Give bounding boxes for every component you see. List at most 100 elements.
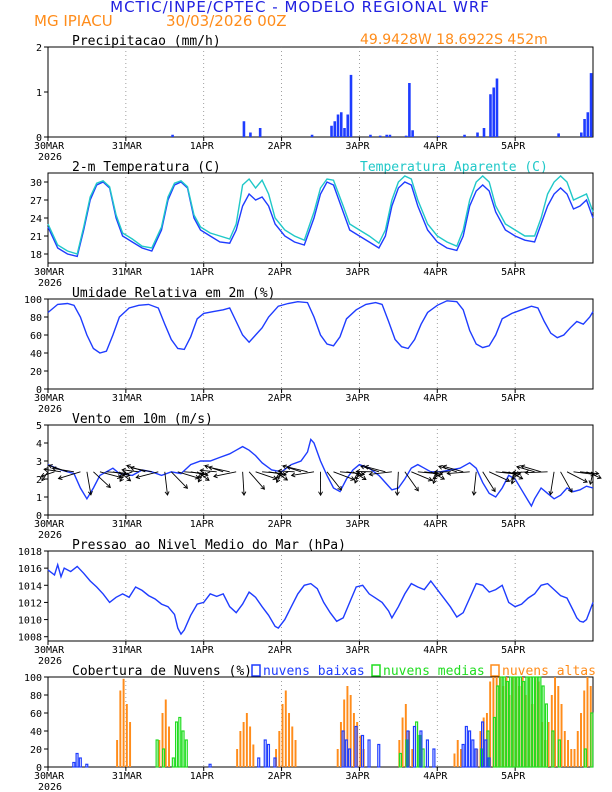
cloud-title: Cobertura de Nuvens (%) xyxy=(72,664,252,679)
cloud-bar-nuvens-altas xyxy=(563,731,566,767)
cloud-bar-nuvens-baixas xyxy=(273,757,277,768)
cloud-bar-nuvens-altas xyxy=(242,722,245,767)
cloud-bar-nuvens-medias xyxy=(515,676,519,768)
rh-frame xyxy=(47,298,594,390)
rh-xtick-label: 2APR xyxy=(268,393,293,404)
wind-arrow-head xyxy=(438,471,444,477)
cloud-bar-nuvens-altas xyxy=(453,753,456,767)
cloud-bar-nuvens-medias xyxy=(583,748,587,768)
pres-ytick-label: 1008 xyxy=(18,633,42,644)
wind-arrow xyxy=(276,471,282,483)
cloud-bar-nuvens-medias xyxy=(525,676,529,768)
wind-arrow xyxy=(99,471,122,478)
rh-title: Umidade Relativa em 2m (%) xyxy=(72,286,276,301)
cloud-bar-nuvens-altas xyxy=(346,686,349,767)
cloud-bar-nuvens-medias xyxy=(155,739,159,768)
wind-arrow xyxy=(177,471,199,479)
cloud-ytick-label: 100 xyxy=(24,673,42,684)
precip-ytick-label: 1 xyxy=(36,88,42,99)
wind-arrow-head xyxy=(213,473,218,479)
wind-frame xyxy=(47,424,594,516)
wind-arrow-head xyxy=(432,479,437,485)
wind-arrow-head xyxy=(524,470,529,475)
wind-arrow-head xyxy=(199,468,204,474)
wind-arrow xyxy=(44,468,62,473)
rh-xtick-label: 30MAR xyxy=(34,393,65,404)
temp-ytick-label: 21 xyxy=(30,232,42,243)
wind-year-label: 2026 xyxy=(38,530,62,541)
cloud-bar-nuvens-altas xyxy=(456,740,459,767)
cloud-bar-nuvens-altas xyxy=(294,740,297,767)
pres-xtick-label: 4APR xyxy=(423,645,448,656)
cloud-bar-nuvens-baixas xyxy=(484,739,488,768)
wind-arrow xyxy=(52,467,75,473)
precip-bar-precipitacao xyxy=(580,132,583,137)
cloud-ytick-label: 60 xyxy=(30,709,42,720)
cloud-bar-nuvens-baixas xyxy=(480,721,485,768)
wind-arrow xyxy=(58,471,81,480)
wind-arrow-head xyxy=(360,471,366,477)
wind-arrow xyxy=(549,471,555,495)
wind-arrow-head xyxy=(194,474,200,480)
header-title: MCTIC/INPE/CPTEC - MODELO REGIONAL WRF xyxy=(110,0,490,16)
precip-title: Precipitacao (mm/h) xyxy=(72,34,221,49)
wind-arrow-head xyxy=(594,470,600,476)
precip-bar-precipitacao xyxy=(404,135,408,137)
wind-arrow xyxy=(276,471,289,479)
pres-xtick-label: 2APR xyxy=(268,645,293,656)
wind-arrow-head xyxy=(43,467,48,473)
wind-arrow xyxy=(291,471,315,476)
precip-bar-precipitacao xyxy=(437,136,440,137)
wind-arrow xyxy=(516,466,535,473)
rh-xtick-label: 4APR xyxy=(423,393,448,404)
cloud-bar-nuvens-altas xyxy=(239,731,242,767)
cloud-bar-nuvens-medias xyxy=(502,676,506,768)
wind-arrow xyxy=(354,471,367,479)
wind-arrow xyxy=(489,471,510,482)
wind-arrow xyxy=(566,471,588,483)
wind-arrow-head xyxy=(353,474,359,479)
wind-arrow-head xyxy=(568,488,573,493)
wind-arrow-head xyxy=(510,475,516,480)
wind-line-0 xyxy=(47,437,594,508)
cloud-xtick-label: 30MAR xyxy=(34,771,65,782)
temp-title: 2-m Temperatura (C) xyxy=(72,160,221,175)
cloud-bar-nuvens-baixas xyxy=(72,761,76,768)
cloud-bar-nuvens-medias xyxy=(181,730,185,768)
cloud-bar-nuvens-medias xyxy=(538,676,542,768)
cloud-bar-nuvens-baixas xyxy=(377,743,381,768)
cloud-bar-nuvens-baixas xyxy=(257,757,261,768)
cloud-bar-nuvens-altas xyxy=(411,749,414,767)
wind-ytick-label: 5 xyxy=(36,421,42,432)
wind-arrow-head xyxy=(337,485,342,491)
cloud-bar-nuvens-medias xyxy=(171,757,175,768)
temp-ytick-label: 18 xyxy=(30,250,42,261)
temp-xtick-label: 5APR xyxy=(501,267,526,278)
pres-ytick-label: 1010 xyxy=(18,616,42,627)
precip-xtick-label: 30MAR xyxy=(34,141,65,152)
wind-arrow xyxy=(170,471,188,489)
wind-arrow xyxy=(521,465,542,473)
wind-arrow xyxy=(213,471,237,477)
cloud-bar-nuvens-baixas xyxy=(354,725,358,768)
cloud-xtick-label: 31MAR xyxy=(112,771,143,782)
precip-bar-precipitacao xyxy=(349,74,353,137)
cloud-bar-nuvens-altas xyxy=(158,740,161,767)
precip-xtick-label: 2APR xyxy=(268,141,293,152)
wind-ytick-label: 0 xyxy=(36,511,42,522)
wind-arrow xyxy=(119,471,133,478)
wind-arrow-head xyxy=(204,464,209,469)
cloud-bar-nuvens-baixas xyxy=(471,739,475,768)
cloud-bar-nuvens-medias xyxy=(551,730,555,768)
wind-arrow xyxy=(255,471,277,480)
rh-ytick-label: 100 xyxy=(24,295,42,306)
precip-xtick-label: 31MAR xyxy=(112,141,143,152)
precip-bar-precipitacao xyxy=(378,135,382,137)
precip-year-label: 2026 xyxy=(38,152,62,163)
cloud-bar-nuvens-medias xyxy=(535,676,539,768)
pres-year-label: 2026 xyxy=(38,656,62,667)
precip-xtick-label: 4APR xyxy=(423,141,448,152)
precip-bar-precipitacao xyxy=(330,125,333,137)
wind-arrow xyxy=(525,471,548,474)
wind-arrow-head xyxy=(119,477,124,483)
